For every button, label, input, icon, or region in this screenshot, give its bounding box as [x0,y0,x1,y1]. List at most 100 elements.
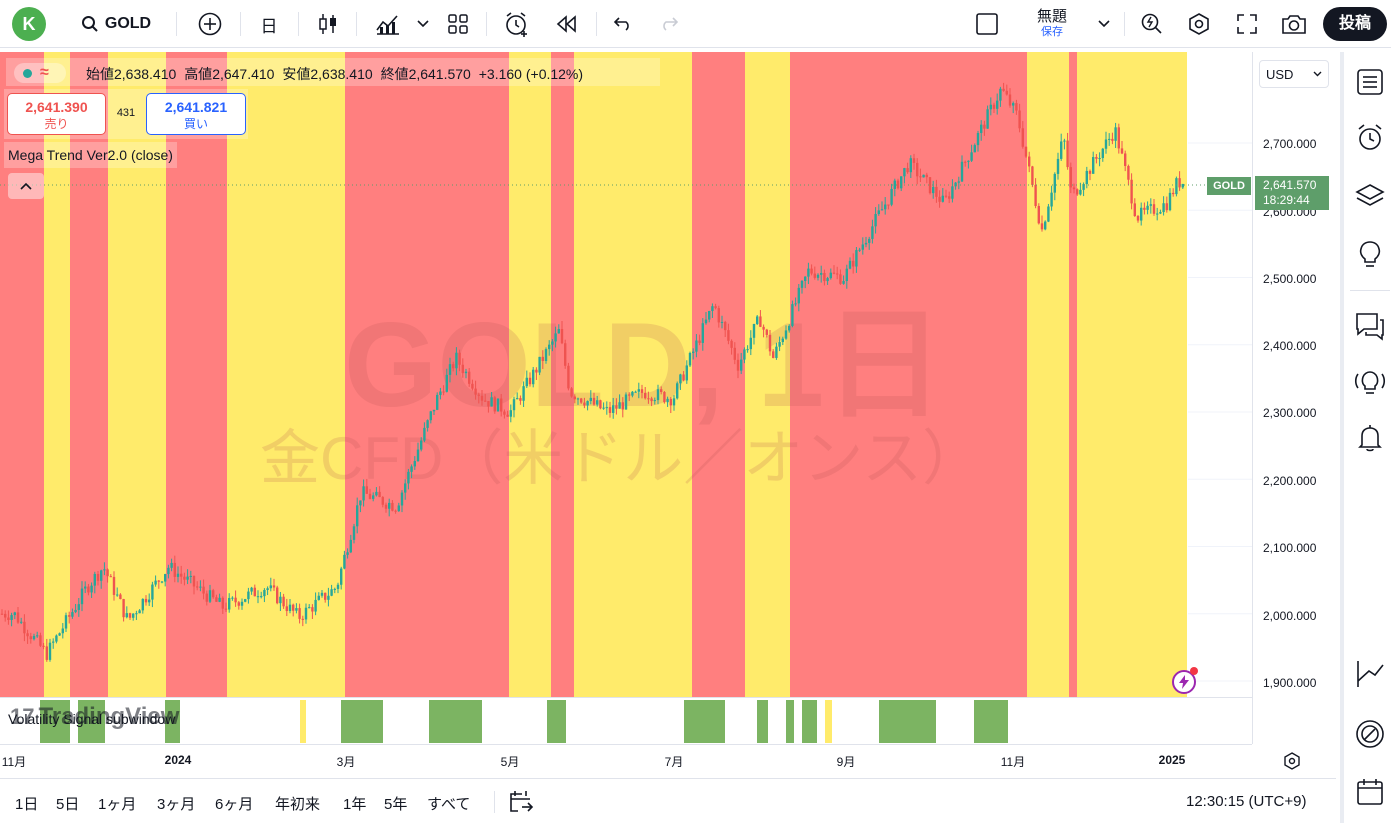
replay-button[interactable] [552,0,580,48]
chats-button[interactable] [1352,308,1388,344]
candle [583,397,586,409]
watchlist-button[interactable] [1352,64,1388,100]
quick-search-button[interactable] [1138,0,1166,48]
candle [516,392,519,400]
indicators-dropdown[interactable] [414,0,432,48]
candle [461,358,464,378]
symbol-search-button[interactable]: GOLD [76,0,156,48]
publish-button[interactable]: 投稿 [1323,0,1387,48]
candle [167,564,170,579]
go-to-date-button[interactable] [508,790,534,819]
candle [74,603,77,614]
chart-type-button[interactable] [314,0,342,48]
lightning-badge[interactable] [1172,667,1198,694]
layout-name-button[interactable]: 無題 保存 [1024,0,1080,48]
candle [544,347,548,364]
layout-menu-dropdown[interactable] [1094,0,1114,48]
data-window-button[interactable] [1352,716,1388,752]
fullscreen-button[interactable] [1232,0,1262,48]
layouts-button[interactable] [444,0,472,48]
candle [1060,133,1063,161]
time-axis[interactable]: 11月 2024 3月 5月 7月 9月 11月 2025 [0,744,1252,776]
sell-button[interactable]: 2,641.390 売り [7,93,106,135]
candle [36,631,39,638]
object-tree-button[interactable] [1352,178,1388,214]
indicators-button[interactable] [372,0,404,48]
collapse-legend-button[interactable] [8,173,44,199]
alerts-button[interactable] [1352,120,1388,156]
add-symbol-button[interactable] [196,0,224,48]
layout-select-button[interactable] [972,0,1002,48]
settings-gear-button[interactable] [1283,752,1301,775]
candle [554,326,557,348]
candle [100,569,103,589]
candle [1040,215,1044,232]
redo-button[interactable] [656,0,682,48]
visibility-toggle[interactable]: ≈ [14,63,66,83]
candle [439,387,442,400]
time-label: 11月 [1,755,27,769]
range-1d[interactable]: 1日 [15,796,39,813]
candle [429,410,432,424]
candle [349,534,352,554]
candle [4,610,7,622]
candle [948,191,951,204]
candle [410,464,413,479]
candle [7,610,10,625]
calendar-arrow-icon [510,791,534,812]
signal-block [684,700,725,743]
candle [791,300,794,328]
candle [765,328,768,338]
drawing-tool-button[interactable] [1352,656,1388,692]
candle [266,586,269,596]
candle [112,571,116,601]
trend-band-yellow [1077,52,1187,697]
candle [1002,82,1005,92]
streams-button[interactable] [1352,364,1388,400]
notifications-button[interactable] [1352,420,1388,456]
range-5y[interactable]: 5年 [384,796,408,813]
range-3m[interactable]: 3ヶ月 [157,796,196,813]
indicator-legend[interactable]: Mega Trend Ver2.0 (close) [4,142,177,168]
candle [807,262,810,285]
alert-button[interactable] [502,0,532,48]
candle [138,609,141,614]
candle [103,562,106,576]
candle [928,177,932,195]
range-1m[interactable]: 1ヶ月 [98,796,137,813]
candle [186,569,189,585]
candle [1037,203,1040,225]
clock-timezone[interactable]: 12:30:15 (UTC+9) [1186,793,1307,810]
user-avatar[interactable]: K [12,0,46,48]
range-1y[interactable]: 1年 [343,796,367,813]
range-6m[interactable]: 6ヶ月 [215,796,254,813]
candle [992,102,996,113]
candle [1146,201,1149,215]
candle [404,479,407,500]
buy-button[interactable]: 2,641.821 買い [146,93,246,135]
interval-button[interactable]: 日 [256,0,282,48]
candle [698,334,701,346]
chart-pane[interactable]: GOLD, 1日 金CFD（米ドル／オンス） ≈ 始値2,638.410 高値2… [0,52,1252,697]
candle [775,342,778,360]
range-all[interactable]: すべて [427,796,471,813]
trend-band-red [551,52,574,697]
candle [388,498,391,517]
currency-select[interactable]: USD [1259,60,1329,88]
undo-button[interactable] [610,0,636,48]
range-ytd[interactable]: 年初来 [275,796,321,813]
candle [484,393,487,402]
settings-button[interactable] [1184,0,1214,48]
range-5d[interactable]: 5日 [56,796,80,813]
candle [925,172,928,184]
candle [644,387,647,400]
price-axis[interactable]: USD 2,700.000 2,600.000 2,500.000 2,400.… [1252,52,1334,770]
candle [1088,169,1092,181]
screenshot-button[interactable] [1278,0,1310,48]
ideas-button[interactable] [1352,236,1388,272]
candle [692,348,695,360]
calendar-button[interactable] [1352,774,1388,810]
candle [672,395,676,411]
candle [736,353,740,379]
volatility-subwindow[interactable]: 17 TradingView Volatility Signal subwind… [0,697,1252,744]
